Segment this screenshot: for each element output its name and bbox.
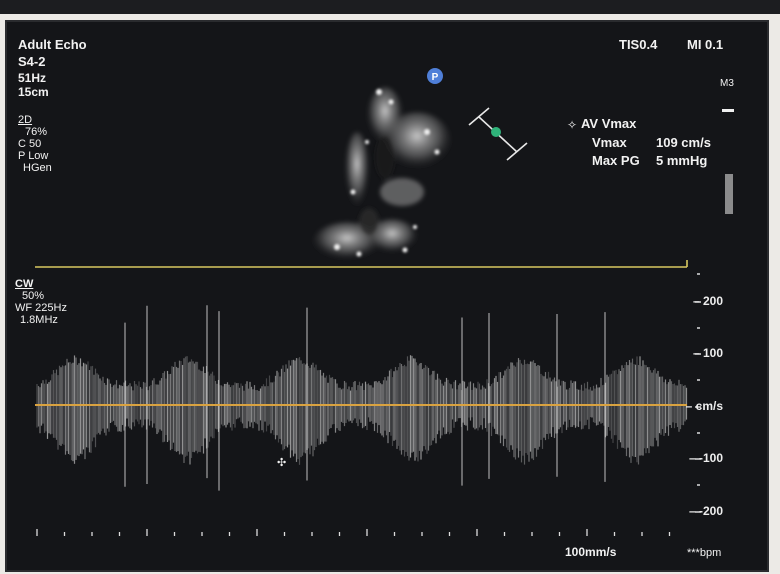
- preset-label: Adult Echo: [18, 37, 87, 52]
- sweep-speed: 100mm/s: [565, 545, 617, 559]
- tis-value: TIS0.4: [619, 37, 658, 52]
- velocity-label-neg200: – -200: [688, 504, 723, 518]
- cw-mode-label: CW: [15, 278, 34, 290]
- 2d-persistence: P Low: [18, 150, 49, 162]
- cw-frequency: 1.8MHz: [20, 314, 58, 326]
- measurement-title: AV Vmax: [581, 116, 637, 131]
- probe-label: S4-2: [18, 54, 46, 69]
- echo-2d-image: P: [35, 68, 734, 268]
- cw-wall-filter: WF 225Hz: [15, 302, 67, 314]
- cw-doppler-spectrum: ✣: [35, 273, 701, 536]
- 2d-compression: C 50: [18, 138, 42, 150]
- monitor-top-bezel: [0, 0, 780, 14]
- cardiac-speckle: [334, 89, 440, 257]
- 2d-frequency: HGen: [23, 162, 52, 174]
- max-pg-value: 5 mmHg: [656, 153, 708, 168]
- mi-value: MI 0.1: [687, 37, 724, 52]
- cw-gain: 50%: [22, 290, 45, 302]
- vmax-value: 109 cm/s: [656, 135, 711, 150]
- scale-marker: [722, 109, 734, 112]
- vmax-label: Vmax: [592, 135, 627, 150]
- max-pg-label: Max PG: [592, 153, 640, 168]
- caliper-sample-dot: [491, 127, 501, 137]
- velocity-axis-ticks: [695, 273, 701, 513]
- velocity-label-neg100: – -100: [688, 451, 723, 465]
- orientation-marker-icon: [427, 68, 443, 84]
- time-axis-ticks: [36, 529, 671, 536]
- marker-label: M3: [720, 78, 734, 89]
- ultrasound-screen: P: [5, 20, 769, 572]
- measurement-cross-icon: ✧: [567, 118, 578, 132]
- grayscale-bar: [725, 174, 733, 214]
- velocity-unit-label: – cm/s: [685, 399, 723, 413]
- mode-2d-label: 2D: [18, 114, 33, 126]
- frame-rate-label: 51Hz: [18, 71, 47, 85]
- orientation-marker-letter: P: [432, 72, 439, 83]
- depth-label: 15cm: [18, 85, 49, 99]
- cursor-crosshair-icon: ✣: [277, 457, 286, 469]
- doppler-waveform: [36, 305, 688, 491]
- velocity-label-200: – 200: [692, 294, 723, 308]
- 2d-gain: 76%: [25, 126, 48, 138]
- velocity-label-100: – 100: [692, 346, 723, 360]
- heart-rate: ***bpm: [687, 547, 722, 559]
